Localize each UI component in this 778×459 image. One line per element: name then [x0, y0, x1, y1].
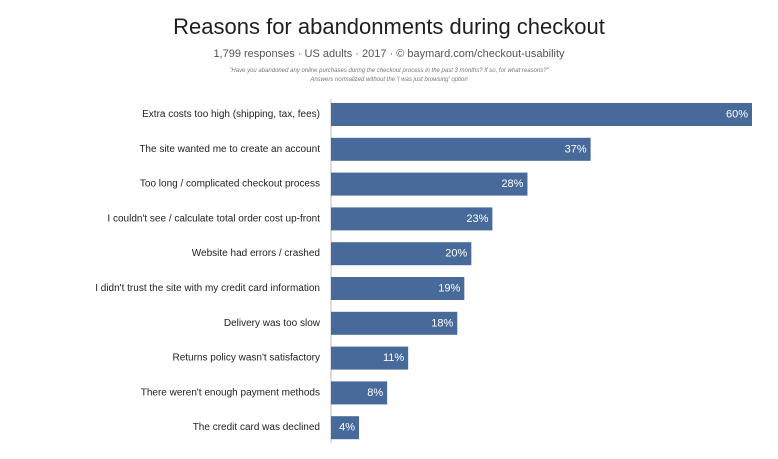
- category-label: Returns policy wasn't satisfactory: [172, 353, 320, 364]
- category-label: I didn't trust the site with my credit c…: [95, 283, 320, 294]
- bar: [331, 416, 360, 440]
- bar: [331, 381, 388, 405]
- bar-value-label: 60%: [726, 109, 748, 121]
- category-label: The credit card was declined: [193, 422, 320, 433]
- bar: [331, 137, 591, 161]
- bar: [331, 346, 409, 370]
- bar-value-label: 8%: [367, 387, 383, 399]
- bar-value-label: 28%: [501, 178, 523, 190]
- survey-question-text: "Have you abandoned any online purchases…: [229, 68, 549, 74]
- category-label: Too long / complicated checkout process: [140, 179, 320, 190]
- category-label: Extra costs too high (shipping, tax, fee…: [142, 109, 320, 120]
- bar-value-label: 18%: [431, 317, 453, 329]
- category-label: Delivery was too slow: [224, 318, 321, 329]
- bar-value-label: 11%: [383, 352, 404, 364]
- bar: [331, 311, 458, 335]
- bar-value-label: 20%: [445, 248, 467, 260]
- bar-value-label: 4%: [339, 422, 355, 434]
- category-label: Website had errors / crashed: [192, 248, 320, 259]
- chart-subtitle: 1,799 responses · US adults · 2017 · © b…: [213, 48, 565, 60]
- bar: [331, 172, 528, 196]
- chart-title: Reasons for abandonments during checkout: [173, 14, 605, 39]
- category-label: The site wanted me to create an account: [139, 144, 320, 155]
- bar-value-label: 23%: [466, 213, 488, 225]
- survey-question-note: "Have you abandoned any online purchases…: [0, 67, 778, 85]
- bar-value-label: 37%: [565, 143, 587, 155]
- normalization-note: Answers normalized without the 'I was ju…: [310, 77, 468, 83]
- bar: [331, 277, 465, 300]
- category-label: There weren't enough payment methods: [141, 387, 320, 398]
- bar-value-label: 19%: [438, 283, 460, 295]
- bar: [331, 207, 493, 231]
- bar: [331, 103, 752, 126]
- bar: [331, 242, 472, 266]
- category-label: I couldn't see / calculate total order c…: [107, 213, 320, 224]
